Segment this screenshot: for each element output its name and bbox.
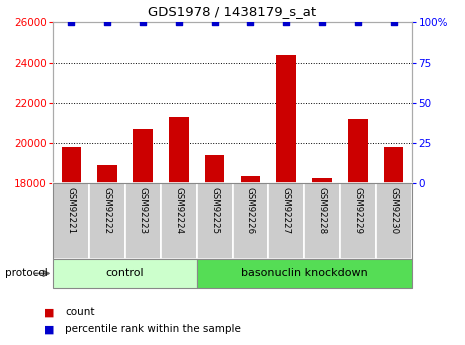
Bar [53, 183, 89, 259]
Bar [232, 183, 268, 259]
Text: GSM92227: GSM92227 [282, 187, 291, 234]
Point [246, 20, 254, 25]
Text: ■: ■ [44, 325, 55, 334]
Bar [348, 119, 368, 183]
Bar [240, 176, 260, 183]
Bar [197, 259, 412, 288]
Text: ■: ■ [44, 307, 55, 317]
Point [354, 20, 361, 25]
Bar [205, 155, 225, 183]
Text: GSM92229: GSM92229 [353, 187, 362, 234]
Text: GSM92228: GSM92228 [318, 187, 326, 234]
Text: basonuclin knockdown: basonuclin knockdown [241, 268, 367, 278]
Bar [384, 147, 404, 183]
Title: GDS1978 / 1438179_s_at: GDS1978 / 1438179_s_at [148, 6, 317, 19]
Text: GSM92230: GSM92230 [389, 187, 398, 234]
Bar [53, 259, 197, 288]
Bar [276, 55, 296, 183]
Text: control: control [106, 268, 145, 278]
Text: percentile rank within the sample: percentile rank within the sample [65, 325, 241, 334]
Point [318, 20, 325, 25]
Text: protocol: protocol [5, 268, 47, 278]
Point [67, 20, 75, 25]
Text: GSM92222: GSM92222 [103, 187, 112, 234]
Text: GSM92226: GSM92226 [246, 187, 255, 234]
Bar [304, 183, 340, 259]
Text: count: count [65, 307, 94, 317]
Bar [169, 117, 189, 183]
Bar [133, 129, 153, 183]
Bar [268, 183, 304, 259]
Bar [89, 183, 125, 259]
Bar [61, 147, 81, 183]
Bar [197, 183, 232, 259]
Bar [340, 183, 376, 259]
Text: GSM92225: GSM92225 [210, 187, 219, 234]
Bar [312, 178, 332, 183]
Text: GSM92223: GSM92223 [139, 187, 147, 234]
Bar [125, 183, 161, 259]
Text: GSM92224: GSM92224 [174, 187, 183, 234]
Text: GSM92221: GSM92221 [67, 187, 76, 234]
Point [139, 20, 146, 25]
Point [175, 20, 182, 25]
Point [282, 20, 290, 25]
Bar [376, 183, 412, 259]
Bar [97, 165, 117, 183]
Bar [161, 183, 197, 259]
Point [103, 20, 111, 25]
Point [211, 20, 218, 25]
Point [390, 20, 397, 25]
